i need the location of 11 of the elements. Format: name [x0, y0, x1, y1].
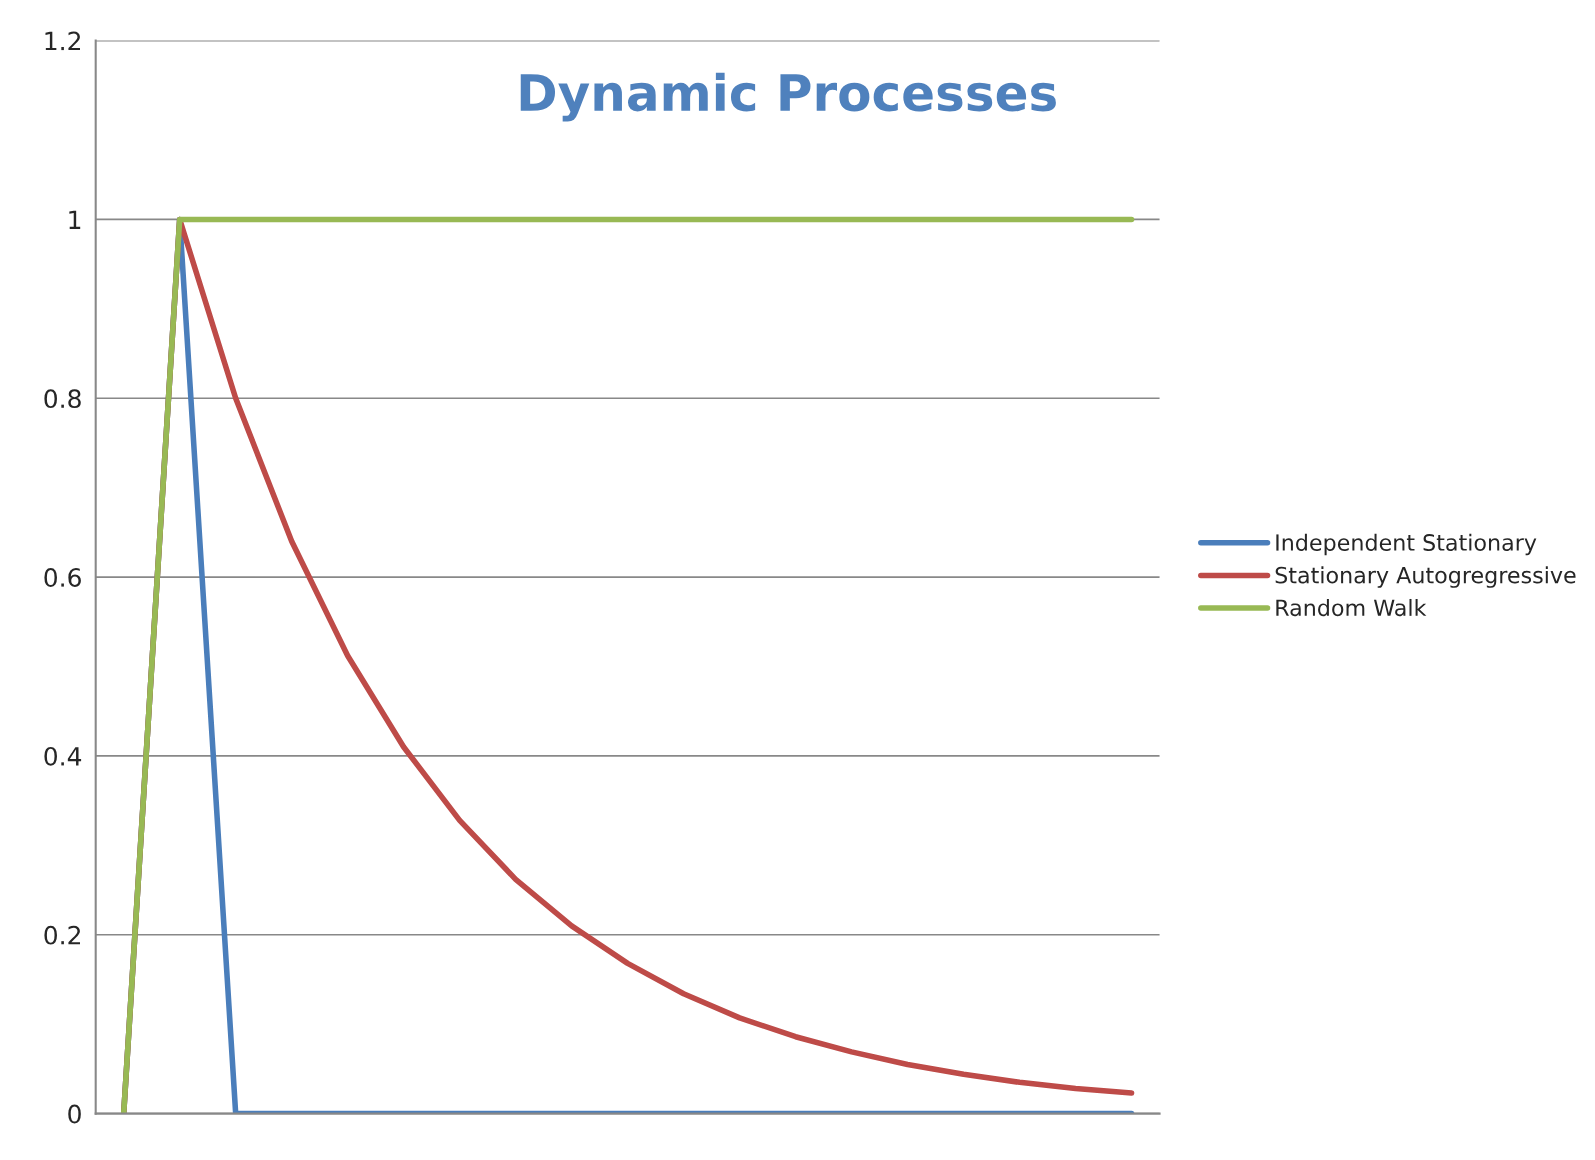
y-tick-label: 1	[69, 210, 81, 229]
legend-label: Random Walk	[1276, 598, 1427, 617]
y-tick-label: 0.8	[44, 389, 81, 409]
legend-label: Independent Stationary	[1276, 533, 1537, 556]
text: Dynamic Processes	[520, 72, 1056, 122]
y-tick-label: 0.6	[44, 568, 81, 587]
y-tick-label: 0.4	[44, 746, 82, 766]
y-tick-label: 0.2	[44, 925, 80, 945]
y-tick-label: 1.2	[45, 31, 80, 51]
legend-label: Stationary Autogregressive	[1275, 566, 1576, 588]
y-tick-label: 0	[68, 1104, 81, 1124]
